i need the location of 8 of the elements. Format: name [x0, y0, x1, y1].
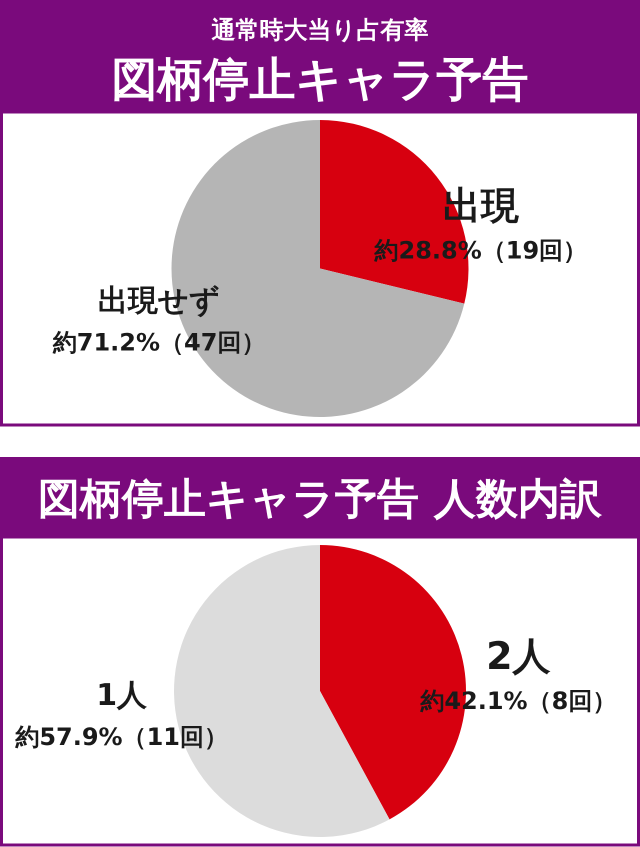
chart-subtitle: 図柄停止キャラ予告 — [112, 52, 528, 106]
data-label: 約71.2%（47回） — [52, 328, 266, 356]
chart-title: 図柄停止キャラ予告 人数内訳 — [38, 474, 603, 523]
chart-title: 通常時大当り占有率 — [210, 16, 428, 44]
slice-label: 2人 — [486, 634, 551, 678]
slice-label: 1人 — [96, 678, 148, 713]
data-label: 約57.9%（11回） — [14, 722, 228, 751]
slice-label: 出現せず — [98, 283, 220, 318]
